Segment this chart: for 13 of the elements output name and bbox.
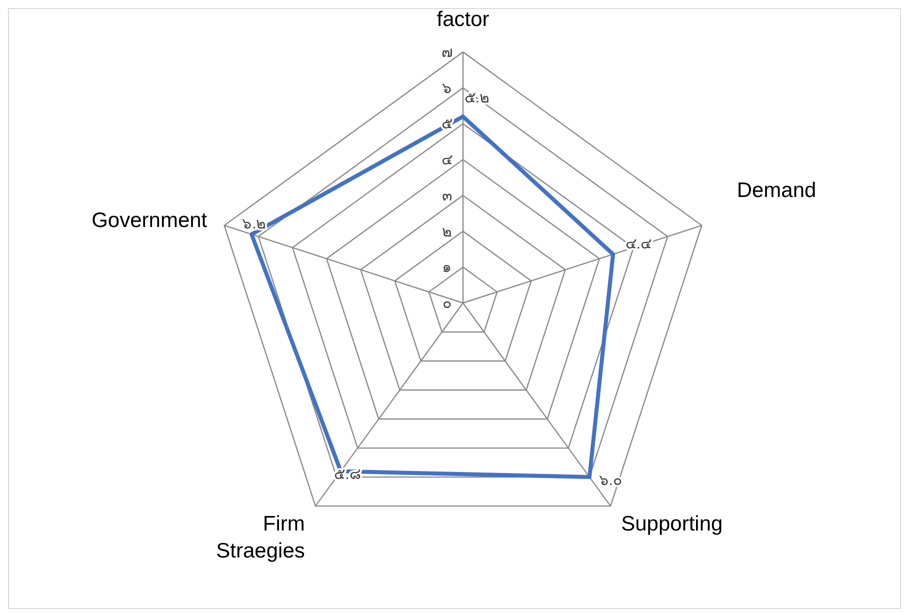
- y-tick-label: ๓: [442, 187, 452, 204]
- data-label: ๖.๒: [242, 216, 266, 233]
- spoke-label: Supporting: [621, 512, 723, 536]
- y-tick-label: ๖: [442, 80, 452, 97]
- y-tick-label: ๐: [442, 295, 452, 312]
- spoke-label: Government: [92, 208, 208, 232]
- spoke-label: factor: [436, 8, 490, 31]
- y-tick-label: ๔: [442, 152, 452, 169]
- y-tick-label: ๒: [442, 223, 452, 240]
- y-tick-label: ๗: [442, 44, 452, 61]
- spoke-label: Demand: [736, 178, 816, 202]
- spoke-label: Firm Straegies: [216, 512, 305, 563]
- y-tick-label: ๑: [442, 259, 452, 276]
